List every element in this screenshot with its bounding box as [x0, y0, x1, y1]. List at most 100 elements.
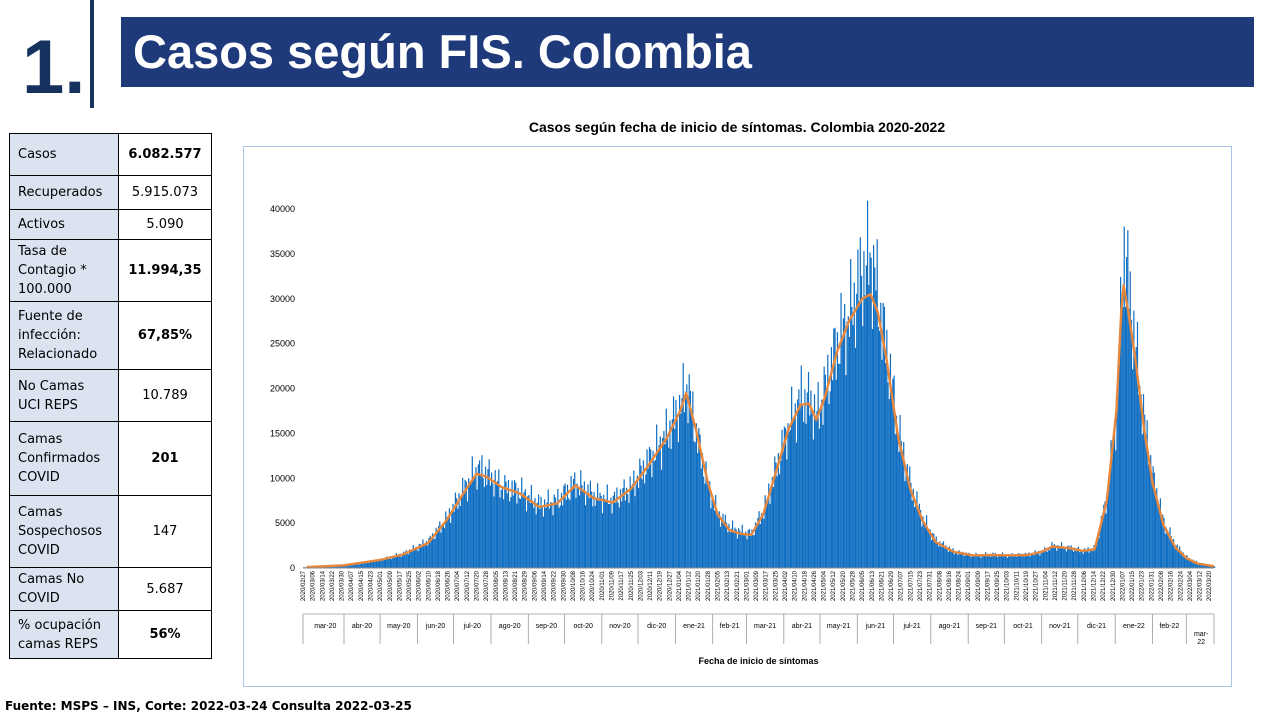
bar — [1003, 556, 1005, 568]
bar — [640, 465, 642, 568]
month-label: ene-22 — [1123, 623, 1145, 630]
x-tick-label: 2021/10/27 — [1034, 570, 1040, 601]
bar — [623, 479, 625, 568]
bar — [1012, 556, 1014, 568]
bar — [929, 529, 931, 568]
bar — [1035, 552, 1037, 568]
bar — [334, 566, 336, 568]
bar — [817, 381, 819, 568]
x-tick-label: 2021/03/25 — [773, 570, 779, 601]
bar — [924, 524, 926, 568]
bar — [1059, 547, 1061, 568]
x-tick-label: 2021/11/20 — [1063, 570, 1069, 600]
bar — [611, 513, 613, 568]
bar — [1013, 556, 1016, 568]
bar — [1036, 553, 1039, 568]
bar — [589, 480, 592, 568]
bar — [719, 526, 722, 568]
bar — [518, 498, 520, 568]
bar — [542, 516, 545, 568]
bar — [618, 507, 620, 568]
bar — [1126, 257, 1128, 568]
bar — [622, 488, 624, 568]
cases-chart: 0 5000 10000 15000 20000 25000 30000 35000 40000… — [270, 200, 1216, 666]
bar — [835, 379, 837, 568]
bar — [393, 556, 395, 568]
bar — [507, 479, 510, 568]
bar — [505, 481, 507, 568]
x-tick-label: 2021/05/04 — [822, 570, 828, 601]
bar — [958, 550, 960, 568]
bar — [1176, 544, 1178, 568]
bar — [669, 420, 671, 568]
stats-row: Camas Confirmados COVID 201 — [9, 421, 212, 496]
bar — [557, 489, 559, 568]
bar — [389, 556, 391, 568]
x-tick-label: 2021/12/30 — [1111, 570, 1117, 601]
bar — [342, 566, 344, 568]
x-tick-label: 2020/06/02 — [417, 570, 423, 601]
bar — [469, 482, 471, 568]
x-tick-label: 2020/04/15 — [359, 570, 365, 601]
title-banner: Casos según FIS. Colombia — [121, 17, 1254, 87]
month-label: jul-21 — [903, 623, 921, 630]
bar — [1159, 498, 1161, 568]
bar — [439, 521, 441, 568]
bar — [553, 494, 555, 568]
bar — [730, 528, 732, 568]
bar — [540, 496, 542, 568]
bar — [597, 483, 599, 568]
bar — [358, 564, 360, 568]
bar — [806, 392, 808, 568]
bar — [859, 237, 861, 568]
bar — [1185, 556, 1187, 568]
bar — [853, 282, 855, 568]
x-tick-label: 2021/02/21 — [735, 570, 741, 601]
bar — [1034, 550, 1036, 568]
bar — [522, 494, 524, 568]
bar — [665, 408, 667, 568]
x-tick-label: 2020/11/25 — [629, 570, 635, 600]
bar — [968, 552, 970, 568]
bar — [866, 200, 869, 569]
bar — [804, 389, 806, 568]
bar — [1066, 546, 1069, 568]
bar — [783, 426, 786, 568]
x-tick-label: 2021/07/31 — [928, 570, 934, 601]
bar — [662, 437, 664, 568]
stat-label: Casos — [9, 133, 119, 176]
bar — [534, 497, 536, 568]
bar — [785, 428, 787, 568]
x-tick-label: 2021/06/29 — [889, 570, 895, 601]
bar — [927, 528, 929, 568]
bar — [410, 551, 412, 568]
bar — [715, 494, 717, 568]
bar — [619, 489, 622, 568]
bar — [792, 421, 794, 568]
bar — [705, 461, 707, 568]
bar — [583, 481, 585, 568]
stats-row: Casos 6.082.577 — [9, 133, 212, 176]
x-tick-label: 2020/02/27 — [301, 570, 307, 601]
bar — [486, 484, 488, 568]
bar — [988, 553, 990, 568]
stat-label: Recuperados — [9, 175, 119, 210]
bar — [510, 497, 512, 568]
bar — [762, 514, 764, 568]
bar — [570, 476, 572, 568]
bar — [418, 543, 420, 568]
bar — [629, 476, 631, 568]
bar — [607, 503, 610, 568]
bar — [766, 497, 769, 568]
bar — [493, 496, 495, 568]
bar — [324, 566, 326, 568]
bar — [750, 535, 752, 568]
bar — [728, 523, 730, 568]
bar — [1192, 559, 1194, 568]
bar — [609, 504, 611, 568]
bar — [348, 565, 350, 568]
bar — [794, 403, 796, 568]
bar — [886, 329, 888, 568]
bar — [899, 415, 901, 568]
bar — [1168, 535, 1170, 568]
